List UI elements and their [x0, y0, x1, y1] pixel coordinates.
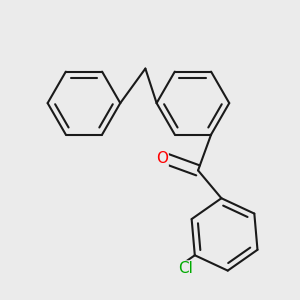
Text: Cl: Cl	[178, 262, 193, 277]
Text: O: O	[156, 151, 168, 166]
